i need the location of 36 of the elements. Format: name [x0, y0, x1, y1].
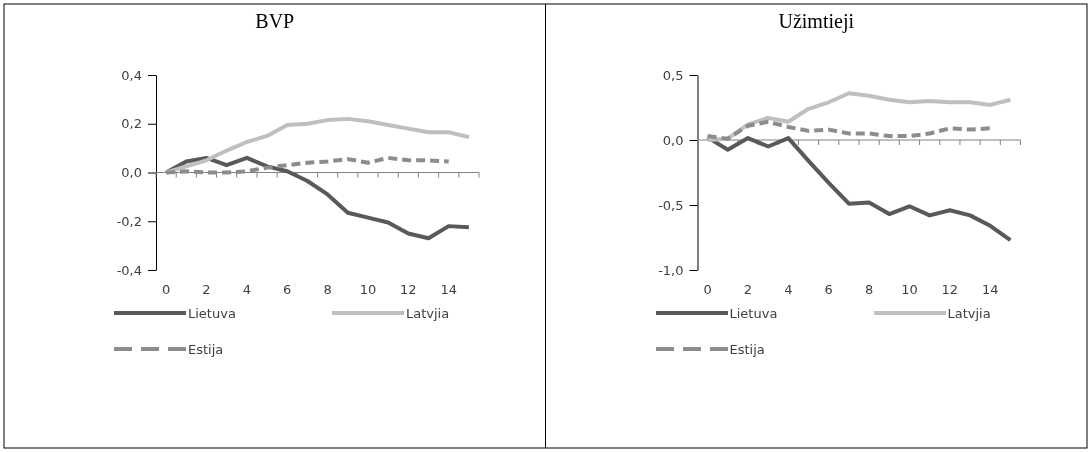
y-tick-label: -0,2 [116, 213, 142, 229]
x-tick-label: 6 [283, 282, 292, 297]
line-series [164, 155, 471, 241]
y-tick-label: 0,0 [121, 165, 142, 181]
x-tick-label: 12 [400, 282, 417, 297]
x-tick-label: 4 [784, 282, 793, 297]
legend-label: Latvjia [406, 306, 450, 321]
x-tick-label: 8 [323, 282, 332, 297]
y-tick-label: 0,4 [121, 67, 142, 83]
x-tick-label: 0 [161, 282, 171, 297]
y-tick-label: 0,5 [662, 67, 684, 83]
x-tick-label: 2 [202, 282, 211, 297]
x-tick-label: 10 [901, 282, 918, 297]
x-tick-label: 14 [981, 282, 999, 297]
legend-label: Estija [188, 342, 224, 357]
chart-title: Užimtieji [778, 10, 855, 33]
x-tick-label: 8 [864, 282, 874, 297]
x-tick-label: 14 [440, 282, 457, 297]
x-tick-label: 12 [941, 282, 959, 297]
y-tick-label: 0,0 [662, 132, 684, 148]
legend-label: Estija [729, 342, 765, 357]
x-tick-label: 2 [743, 282, 753, 297]
x-tick-label: 10 [359, 282, 377, 297]
legend-label: Lietuva [729, 306, 778, 321]
legend-label: Latvjia [947, 306, 991, 321]
legend-label: Lietuva [188, 306, 236, 321]
y-tick-label: -0,4 [116, 262, 142, 278]
x-tick-label: 0 [703, 282, 712, 297]
x-tick-label: 6 [824, 282, 833, 297]
line-series [705, 91, 1013, 142]
y-tick-label: -0,5 [658, 197, 684, 213]
y-tick-label: 0,2 [121, 116, 142, 132]
chart-title: BVP [255, 10, 295, 32]
line-series [705, 135, 1013, 243]
x-tick-label: 4 [242, 282, 251, 297]
y-tick-label: -1,0 [658, 262, 684, 278]
